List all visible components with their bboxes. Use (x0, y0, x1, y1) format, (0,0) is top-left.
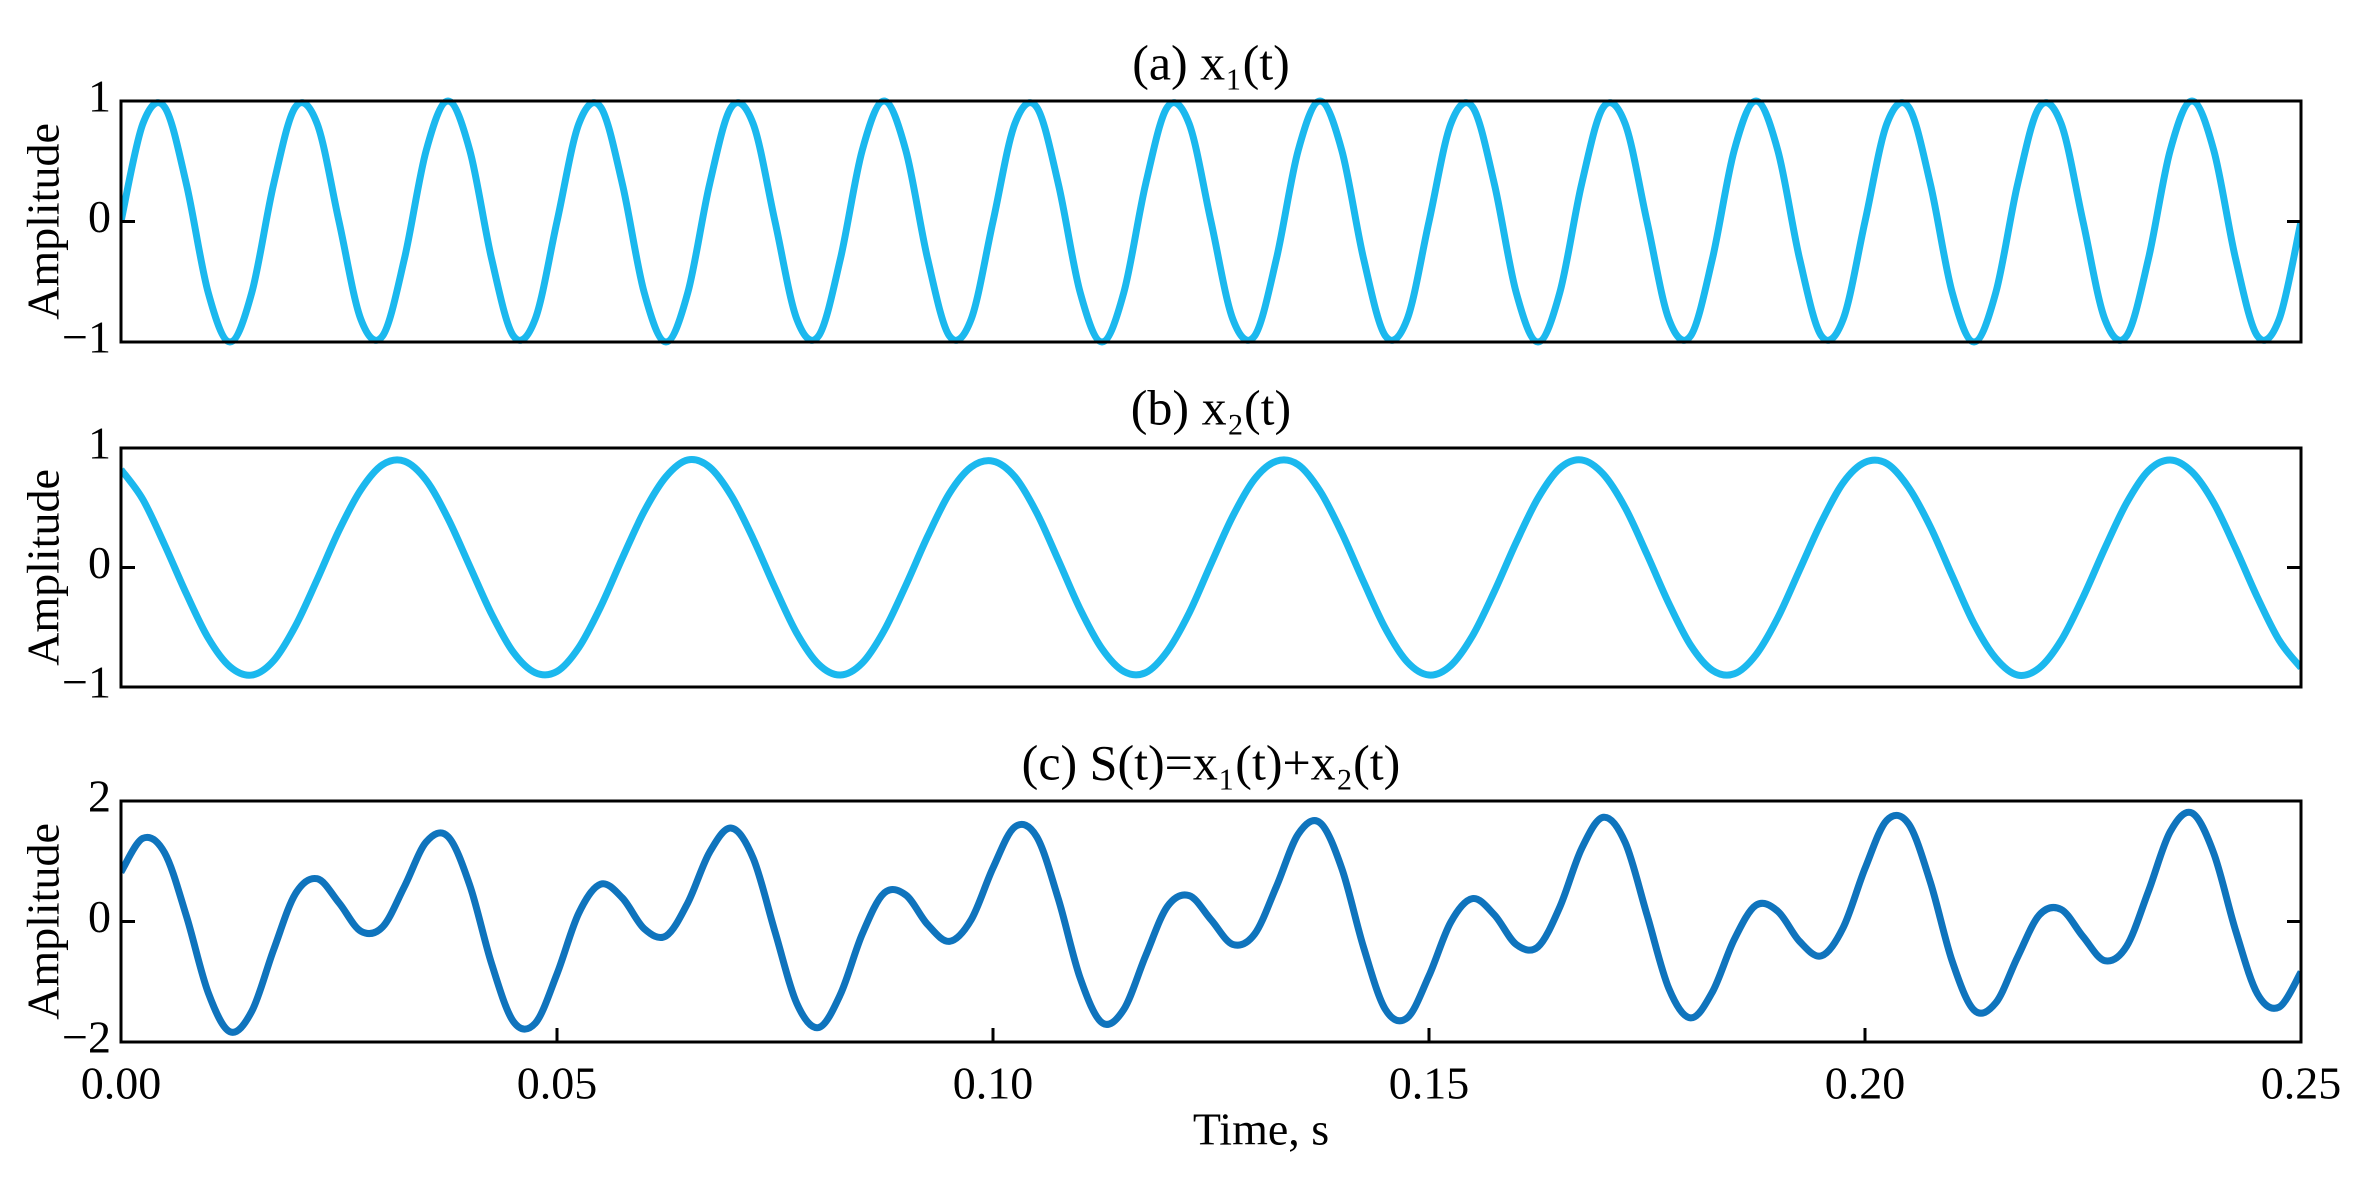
plot-frame (119, 799, 2303, 1044)
y-tick-label: 0 (88, 537, 111, 588)
y-tick-label: 0 (88, 191, 111, 242)
y-tick-label: 1 (88, 71, 111, 122)
x-tick-label: 0.25 (2261, 1058, 2342, 1109)
chart-title: (c) S(t)=x₁(t)+x₂(t) (1022, 734, 1401, 790)
y-axis-label: Amplitude (18, 823, 69, 1020)
x-tick-label: 0.10 (953, 1058, 1034, 1109)
y-tick-label: 0 (88, 891, 111, 942)
signal-line (121, 97, 2301, 346)
y-tick-label: 1 (88, 418, 111, 469)
signal-line (121, 808, 2301, 1036)
plot-frame (119, 99, 2303, 344)
plot-frame (119, 446, 2303, 689)
x-tick-label: 0.15 (1389, 1058, 1470, 1109)
y-tick-label: −1 (62, 657, 111, 708)
y-axis-label: Amplitude (18, 123, 69, 320)
x-tick-label: 0.20 (1825, 1058, 1906, 1109)
y-tick-label: 2 (88, 771, 111, 822)
chart-title: (a) x₁(t) (1132, 34, 1290, 90)
chart-title: (b) x₂(t) (1131, 379, 1291, 435)
x-tick-label: 0.05 (517, 1058, 598, 1109)
signal-line (121, 456, 2301, 679)
x-axis-label: Time, s (1193, 1104, 1329, 1155)
y-tick-label: −2 (62, 1012, 111, 1063)
x-tick-label: 0.00 (81, 1058, 162, 1109)
y-axis-label: Amplitude (18, 469, 69, 666)
y-tick-label: −1 (62, 312, 111, 363)
